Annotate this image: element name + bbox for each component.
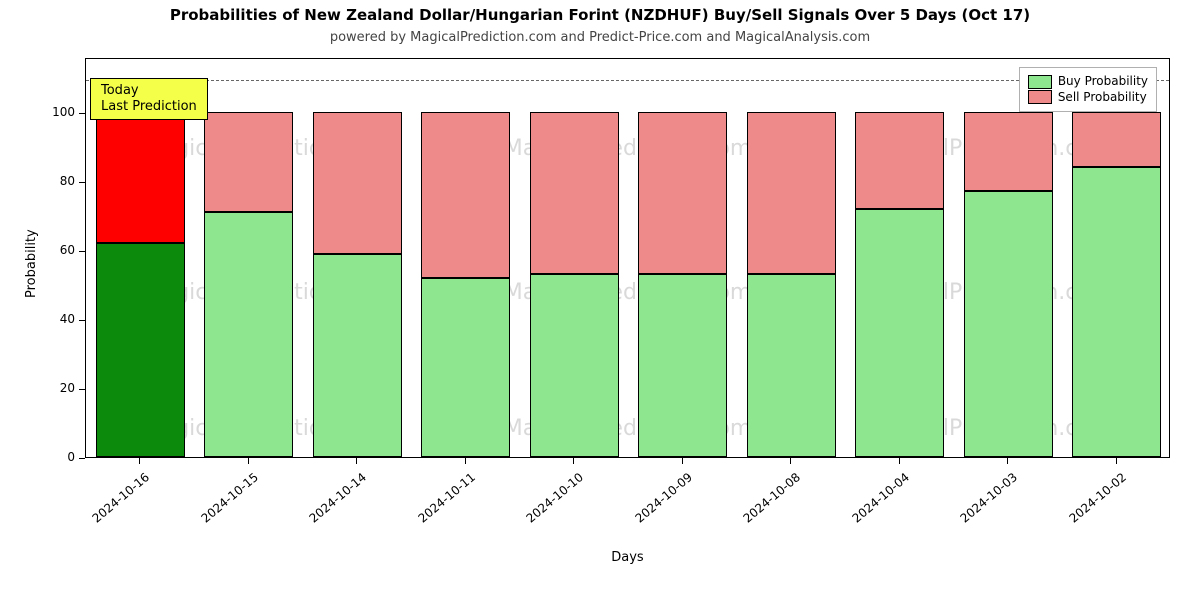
x-tick-mark bbox=[139, 458, 140, 464]
x-axis-label: Days bbox=[85, 550, 1170, 565]
bar-buy bbox=[964, 191, 1053, 457]
bar-sell bbox=[1072, 112, 1161, 167]
legend-swatch bbox=[1028, 75, 1052, 89]
x-tick-mark bbox=[790, 458, 791, 464]
bar-column bbox=[855, 57, 944, 457]
chart-container: Probabilities of New Zealand Dollar/Hung… bbox=[0, 0, 1200, 600]
legend-item: Sell Probability bbox=[1028, 90, 1148, 106]
callout-line: Last Prediction bbox=[101, 99, 197, 115]
x-tick-mark bbox=[1116, 458, 1117, 464]
x-tick-label: 2024-10-08 bbox=[718, 470, 804, 545]
x-tick-mark bbox=[899, 458, 900, 464]
y-tick-label: 60 bbox=[35, 243, 75, 257]
legend-swatch bbox=[1028, 90, 1052, 104]
legend-label: Buy Probability bbox=[1058, 74, 1148, 90]
y-tick-mark bbox=[79, 113, 85, 114]
x-tick-label: 2024-10-04 bbox=[826, 470, 912, 545]
plot-area: MagicalPrediction.comMagicalPrediction.c… bbox=[85, 58, 1170, 458]
x-tick-label: 2024-10-02 bbox=[1043, 470, 1129, 545]
y-tick-label: 80 bbox=[35, 174, 75, 188]
bar-sell bbox=[530, 112, 619, 274]
x-tick-mark bbox=[465, 458, 466, 464]
y-tick-mark bbox=[79, 251, 85, 252]
y-axis-label: Probability bbox=[24, 229, 39, 298]
legend-item: Buy Probability bbox=[1028, 74, 1148, 90]
x-tick-mark bbox=[248, 458, 249, 464]
bar-sell bbox=[638, 112, 727, 274]
x-tick-mark bbox=[1007, 458, 1008, 464]
bar-column bbox=[421, 57, 510, 457]
bar-column bbox=[204, 57, 293, 457]
bar-column bbox=[530, 57, 619, 457]
bar-buy bbox=[638, 274, 727, 457]
bar-sell bbox=[204, 112, 293, 212]
bar-buy bbox=[313, 254, 402, 457]
bar-column bbox=[747, 57, 836, 457]
x-tick-label: 2024-10-15 bbox=[175, 470, 261, 545]
bar-buy bbox=[530, 274, 619, 457]
chart-title: Probabilities of New Zealand Dollar/Hung… bbox=[0, 6, 1200, 24]
x-tick-mark bbox=[573, 458, 574, 464]
bar-sell bbox=[855, 112, 944, 209]
y-tick-label: 20 bbox=[35, 381, 75, 395]
callout-line: Today bbox=[101, 83, 197, 99]
y-tick-label: 40 bbox=[35, 312, 75, 326]
bar-sell bbox=[96, 112, 185, 243]
bar-buy bbox=[421, 278, 510, 457]
bar-sell bbox=[964, 112, 1053, 191]
bar-buy bbox=[96, 243, 185, 457]
bar-sell bbox=[421, 112, 510, 278]
x-tick-mark bbox=[356, 458, 357, 464]
x-tick-mark bbox=[682, 458, 683, 464]
bar-buy bbox=[1072, 167, 1161, 457]
legend: Buy ProbabilitySell Probability bbox=[1019, 67, 1157, 112]
x-tick-label: 2024-10-14 bbox=[284, 470, 370, 545]
today-callout: TodayLast Prediction bbox=[90, 78, 208, 121]
y-tick-mark bbox=[79, 320, 85, 321]
bar-buy bbox=[855, 209, 944, 457]
chart-subtitle: powered by MagicalPrediction.com and Pre… bbox=[0, 30, 1200, 45]
y-tick-label: 0 bbox=[35, 450, 75, 464]
bar-column bbox=[1072, 57, 1161, 457]
x-tick-label: 2024-10-09 bbox=[609, 470, 695, 545]
y-tick-label: 100 bbox=[35, 105, 75, 119]
y-tick-mark bbox=[79, 182, 85, 183]
legend-label: Sell Probability bbox=[1058, 90, 1147, 106]
x-tick-label: 2024-10-03 bbox=[935, 470, 1021, 545]
bar-column bbox=[964, 57, 1053, 457]
x-tick-label: 2024-10-10 bbox=[501, 470, 587, 545]
bar-sell bbox=[747, 112, 836, 274]
y-tick-mark bbox=[79, 458, 85, 459]
x-tick-label: 2024-10-16 bbox=[67, 470, 153, 545]
bar-buy bbox=[747, 274, 836, 457]
bar-buy bbox=[204, 212, 293, 457]
bar-column bbox=[313, 57, 402, 457]
x-tick-label: 2024-10-11 bbox=[392, 470, 478, 545]
bar-column bbox=[638, 57, 727, 457]
y-tick-mark bbox=[79, 389, 85, 390]
bar-sell bbox=[313, 112, 402, 253]
